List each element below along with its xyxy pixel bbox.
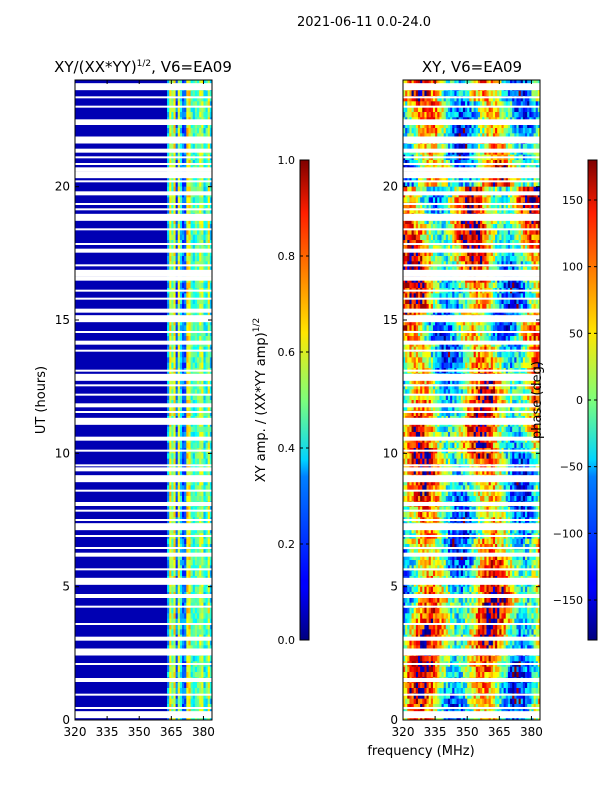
amplitude-flag-gap [75,403,212,407]
amplitude-flag-gap [75,228,212,230]
amplitude-colorbar: 0.0 0.2 0.4 0.6 0.8 1.0 XY amp. / (XX*YY amp)… [252,154,309,647]
amplitude-flag-gap [75,437,212,441]
amplitude-flag-gap [75,374,212,381]
amplitude-flag-gap [75,270,212,277]
amplitude-flag-gap [75,171,212,178]
amplitude-flag-gap [75,707,212,709]
amplitude-flag-gap [75,214,212,221]
amplitude-flag-gap [75,208,212,210]
amplitude-flag-gap [75,163,212,165]
amplitude-y-tick-label: 20 [55,180,70,194]
amplitude-colorbar-tick-label: 0.8 [278,250,296,263]
amplitude-flag-gap [75,519,212,521]
amplitude-flag-gap [75,411,212,413]
amplitude-flag-gap [75,264,212,266]
amplitude-flag-gap [75,623,212,625]
amplitude-flag-gap [75,450,212,452]
amplitude-x-tick-label: 380 [192,725,215,739]
amplitude-flag-gap [75,663,212,665]
amplitude-colorbar-tick-label: 0.2 [278,538,296,551]
amplitude-flag-gap [75,490,212,492]
amplitude-flag-gap [75,149,212,153]
amplitude-x-tick-label: 365 [160,725,183,739]
amplitude-colorbar-tick-label: 0.6 [278,346,296,359]
amplitude-flag-gap [75,341,212,345]
amplitude-colorbar-gradient [300,160,309,640]
amplitude-flag-gap [75,191,212,195]
amplitude-flag-gap [75,180,212,182]
amplitude-flag-gap [75,156,212,158]
amplitude-flag-gap [75,568,212,570]
amplitude-flag-gap [75,578,212,585]
amplitude-flag-gap [75,547,212,549]
amplitude-x-tick-label: 320 [64,725,87,739]
amplitude-flag-gap [75,350,212,352]
amplitude-x-tick-label: 350 [128,725,151,739]
amplitude-flag-gap [75,203,212,205]
amplitude-flag-gap [75,594,212,598]
amplitude-flag-gap [75,309,212,313]
amplitude-flag-gap [75,535,212,537]
amplitude-y-tick-label: 15 [55,313,70,327]
amplitude-flag-gap [75,167,212,171]
phase-panel-title: XY, V6=EA09 [422,58,522,76]
amplitude-panel-title: XY/(XX*YY)1/2, V6=EA09 [54,58,232,76]
amplitude-colorbar-tick-label: 0.4 [278,442,296,455]
amplitude-colorbar-tick-label: 1.0 [278,154,296,167]
amplitude-flag-gap [75,711,212,718]
amplitude-flag-gap [75,119,212,123]
figure-suptitle: 2021-06-11 0.0-24.0 [297,15,431,30]
amplitude-flag-gap [75,315,212,322]
amplitude-x-tick-label: 335 [96,725,119,739]
amplitude-colorbar-label: XY amp. / (XX*YY amp)1/2 [252,318,269,482]
amplitude-y-tick-label: 10 [55,446,70,460]
amplitude-flag-gap [75,277,212,281]
amplitude-flag-gap [75,331,212,333]
amplitude-flag-gap [75,475,212,482]
amplitude-flag-gap [75,694,212,696]
amplitude-flag-gap [75,83,212,90]
amplitude-y-axis-label: UT (hours) [34,366,49,434]
amplitude-flag-gap [75,510,212,512]
amplitude-flag-gap [75,243,212,245]
amplitude-flag-gap [75,418,212,425]
amplitude-flag-gap [75,106,212,108]
amplitude-flag-gap [75,502,212,506]
amplitude-flag-gap [75,678,212,682]
amplitude-flag-gap [75,370,212,372]
amplitude-flag-gap [75,467,212,471]
amplitude-colorbar-tick-label: 0.0 [278,634,296,647]
amplitude-flag-gap [75,606,212,608]
amplitude-flag-gap [75,298,212,300]
amplitude-flag-gap [75,464,212,466]
amplitude-y-tick-label: 0 [62,713,70,727]
amplitude-flag-gap [75,637,212,641]
amplitude-flag-gap [75,394,212,396]
amplitude-flag-gap [75,523,212,530]
amplitude-flag-gap [75,649,212,656]
amplitude-flag-gap [75,384,212,386]
amplitude-flag-gap [75,137,212,144]
amplitude-flag-gap [75,553,212,557]
amplitude-flag-gap [75,96,212,98]
amplitude-flag-gap [75,290,212,292]
amplitude-y-tick-label: 5 [62,580,70,594]
amplitude-heatmap-panel: XY/(XX*YY)1/2, V6=EA09 320 335 350 365 380 0… [34,58,232,739]
amplitude-flag-gap [75,249,212,253]
